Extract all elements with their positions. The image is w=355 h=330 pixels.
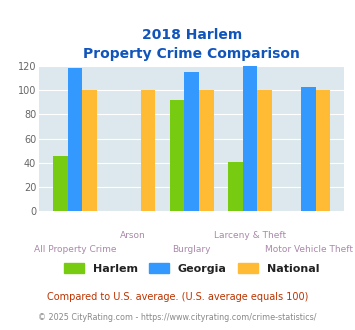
Bar — [243, 66, 257, 211]
Text: Burglary: Burglary — [173, 245, 211, 253]
Text: Arson: Arson — [120, 231, 146, 240]
Bar — [82, 90, 97, 211]
Bar — [67, 68, 82, 211]
Bar — [301, 86, 316, 211]
Text: Motor Vehicle Theft: Motor Vehicle Theft — [264, 245, 353, 253]
Bar — [53, 155, 67, 211]
Legend: Harlem, Georgia, National: Harlem, Georgia, National — [64, 263, 320, 274]
Bar — [257, 90, 272, 211]
Bar — [228, 162, 243, 211]
Bar — [316, 90, 331, 211]
Text: © 2025 CityRating.com - https://www.cityrating.com/crime-statistics/: © 2025 CityRating.com - https://www.city… — [38, 313, 317, 322]
Bar — [199, 90, 214, 211]
Bar — [141, 90, 155, 211]
Text: Compared to U.S. average. (U.S. average equals 100): Compared to U.S. average. (U.S. average … — [47, 292, 308, 302]
Text: Larceny & Theft: Larceny & Theft — [214, 231, 286, 240]
Bar — [184, 72, 199, 211]
Bar — [170, 100, 184, 211]
Text: All Property Crime: All Property Crime — [34, 245, 116, 253]
Title: 2018 Harlem
Property Crime Comparison: 2018 Harlem Property Crime Comparison — [83, 28, 300, 61]
